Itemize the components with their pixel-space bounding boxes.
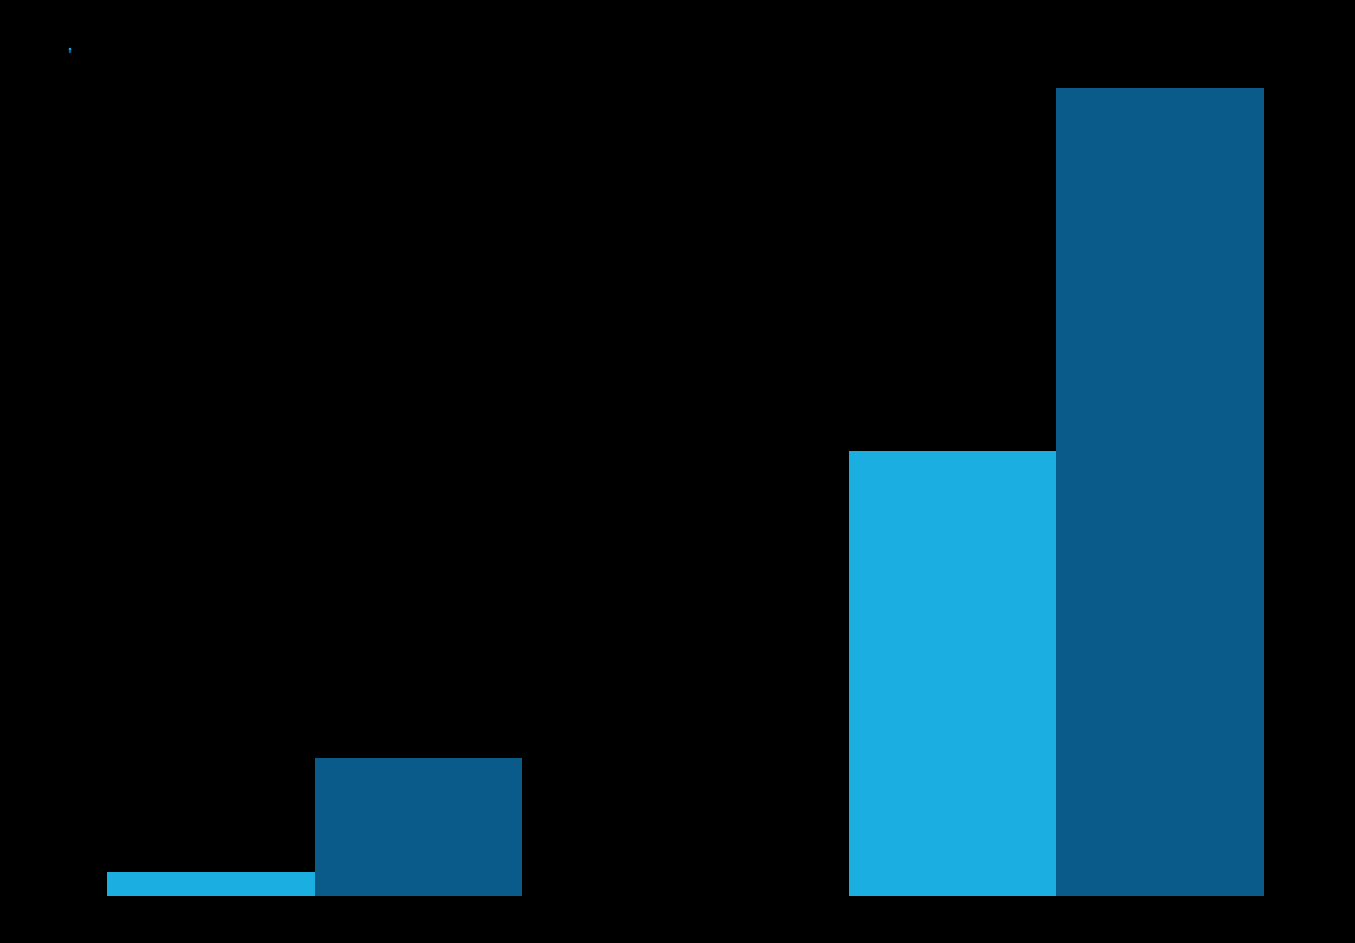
- Bar: [848, 452, 1056, 896]
- Bar: [107, 871, 314, 896]
- Bar: [1056, 88, 1264, 896]
- Legend: , : ,: [69, 48, 70, 52]
- Bar: [314, 758, 523, 896]
